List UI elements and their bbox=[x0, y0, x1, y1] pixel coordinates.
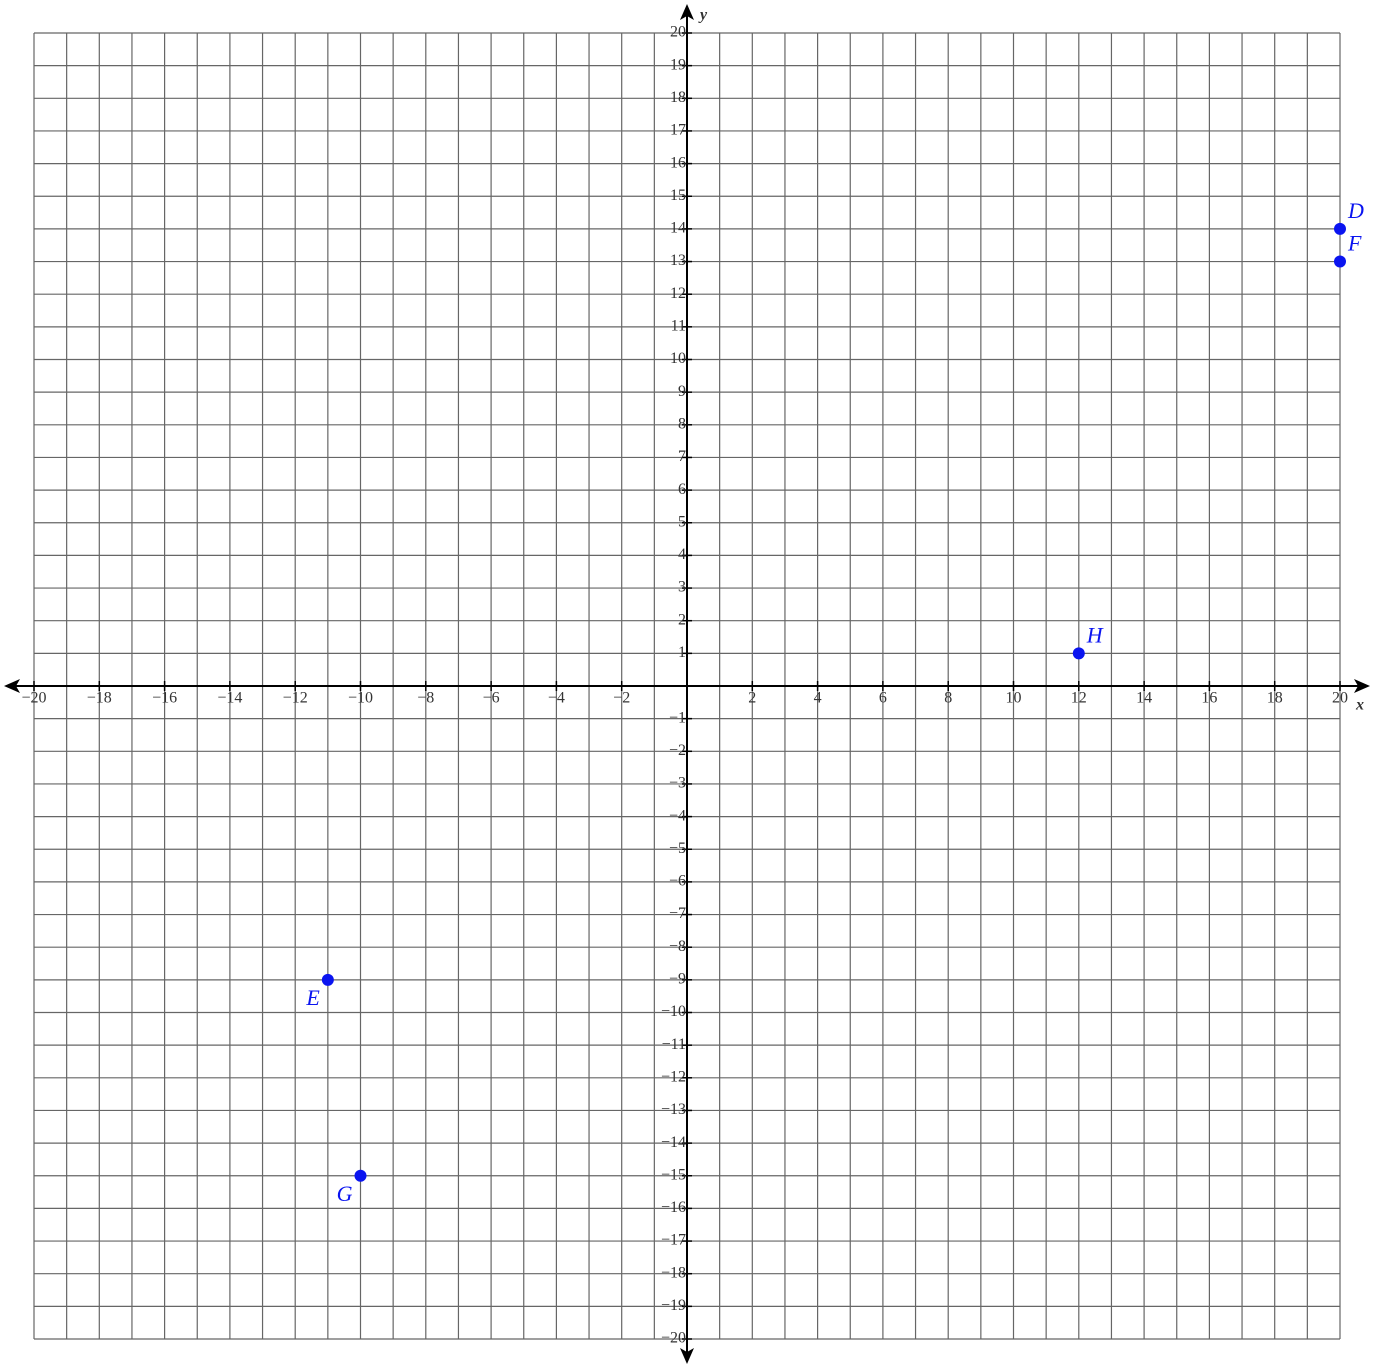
y-tick-label: −15 bbox=[661, 1166, 686, 1183]
y-tick-label: 17 bbox=[670, 122, 686, 139]
point bbox=[1334, 255, 1346, 268]
y-tick-label: −18 bbox=[661, 1264, 686, 1281]
y-tick-label: −8 bbox=[669, 938, 686, 955]
y-tick-label: 2 bbox=[678, 611, 686, 628]
y-tick-label: −14 bbox=[661, 1134, 686, 1151]
point bbox=[321, 973, 334, 986]
point bbox=[354, 1169, 367, 1182]
x-axis-label: x bbox=[1355, 697, 1364, 714]
x-tick-label: −16 bbox=[152, 690, 177, 707]
y-tick-label: −20 bbox=[661, 1330, 686, 1347]
y-tick-label: 11 bbox=[671, 318, 686, 335]
point-label: F bbox=[1347, 231, 1362, 256]
x-arrow-left bbox=[4, 679, 20, 693]
point-label: E bbox=[305, 985, 320, 1010]
x-arrow-right bbox=[1354, 679, 1370, 693]
y-tick-label: −2 bbox=[669, 742, 686, 759]
x-tick-label: 16 bbox=[1201, 690, 1217, 707]
x-tick-label: 4 bbox=[814, 690, 822, 707]
y-tick-label: −19 bbox=[661, 1297, 686, 1314]
y-tick-label: 14 bbox=[670, 220, 686, 237]
y-tick-label: 1 bbox=[678, 644, 686, 661]
y-tick-label: −9 bbox=[669, 971, 686, 988]
y-tick-label: 13 bbox=[670, 252, 686, 269]
y-tick-label: 18 bbox=[670, 89, 686, 106]
y-tick-label: 5 bbox=[678, 513, 686, 530]
point-label: G bbox=[337, 1181, 353, 1206]
x-tick-label: 6 bbox=[879, 690, 887, 707]
point-label: H bbox=[1086, 622, 1104, 647]
y-tick-label: 19 bbox=[670, 56, 686, 73]
x-tick-label: 14 bbox=[1136, 690, 1152, 707]
x-tick-label: −6 bbox=[483, 690, 500, 707]
y-axis-label: y bbox=[698, 7, 708, 24]
y-tick-label: −4 bbox=[669, 807, 686, 824]
x-tick-label: −4 bbox=[548, 690, 565, 707]
point-label: D bbox=[1347, 198, 1364, 223]
y-tick-label: 12 bbox=[670, 285, 686, 302]
y-tick-label: 4 bbox=[678, 546, 686, 563]
y-tick-label: −12 bbox=[661, 1068, 686, 1085]
x-tick-label: 12 bbox=[1071, 690, 1087, 707]
y-tick-label: −11 bbox=[662, 1036, 686, 1053]
point bbox=[1072, 647, 1085, 660]
y-tick-label: 16 bbox=[670, 154, 686, 171]
y-tick-label: 20 bbox=[670, 24, 686, 41]
y-arrow-up bbox=[680, 4, 694, 20]
y-tick-label: −3 bbox=[669, 775, 686, 792]
x-tick-label: −12 bbox=[283, 690, 308, 707]
x-tick-label: −2 bbox=[613, 690, 630, 707]
y-tick-label: −6 bbox=[669, 873, 686, 890]
y-tick-label: 6 bbox=[678, 481, 686, 498]
x-tick-label: 2 bbox=[748, 690, 756, 707]
y-tick-label: −17 bbox=[661, 1232, 686, 1249]
y-tick-label: −10 bbox=[661, 1003, 686, 1020]
y-tick-label: 7 bbox=[678, 448, 686, 465]
y-tick-label: 15 bbox=[670, 187, 686, 204]
y-tick-label: −13 bbox=[661, 1101, 686, 1118]
x-tick-label: 8 bbox=[944, 690, 952, 707]
x-tick-label: −8 bbox=[417, 690, 434, 707]
y-tick-label: −5 bbox=[669, 840, 686, 857]
y-tick-label: 8 bbox=[678, 415, 686, 432]
y-tick-label: −16 bbox=[661, 1199, 686, 1216]
y-tick-label: 3 bbox=[678, 579, 686, 596]
x-tick-label: 18 bbox=[1267, 690, 1283, 707]
point bbox=[1334, 222, 1346, 235]
x-tick-label: −18 bbox=[87, 690, 112, 707]
y-tick-label: 10 bbox=[670, 350, 686, 367]
y-arrow-down bbox=[680, 1348, 694, 1364]
axes: x y bbox=[4, 4, 1370, 1364]
x-tick-label: 20 bbox=[1332, 690, 1348, 707]
x-tick-label: 10 bbox=[1006, 690, 1022, 707]
y-tick-label: 9 bbox=[678, 383, 686, 400]
x-tick-label: −10 bbox=[348, 690, 373, 707]
x-tick-label: −20 bbox=[21, 690, 46, 707]
y-tick-label: −1 bbox=[669, 709, 686, 726]
x-tick-label: −14 bbox=[217, 690, 242, 707]
y-tick-label: −7 bbox=[669, 905, 686, 922]
